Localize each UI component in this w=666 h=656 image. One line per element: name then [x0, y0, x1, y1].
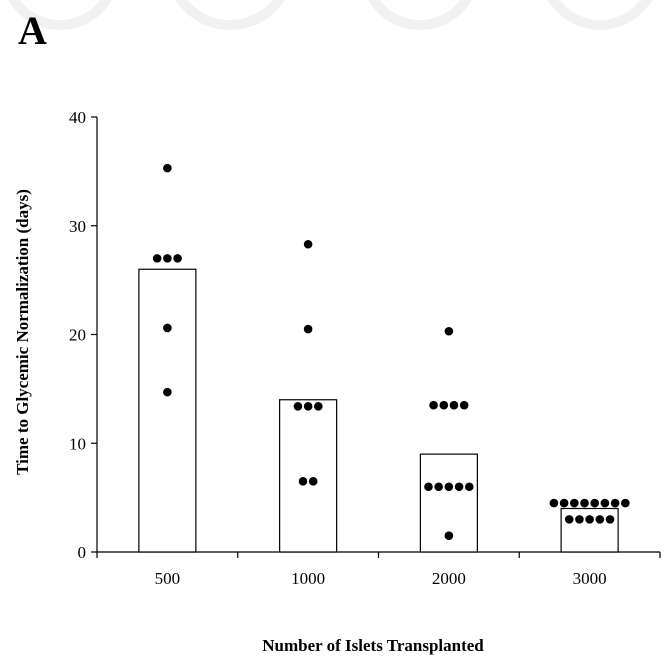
data-point	[303, 239, 313, 249]
data-point	[585, 515, 594, 524]
data-point	[580, 498, 589, 508]
data-point	[424, 482, 433, 492]
x-tick-label: 2000	[432, 569, 466, 588]
data-point	[459, 400, 469, 410]
data-point	[610, 498, 620, 508]
panel-label: A	[18, 8, 47, 53]
y-tick-label: 40	[69, 108, 86, 127]
data-point	[564, 515, 574, 524]
data-point	[549, 498, 559, 508]
data-points	[152, 163, 630, 540]
data-point	[575, 515, 584, 524]
data-point	[152, 254, 162, 263]
data-point	[163, 163, 172, 173]
data-point	[605, 515, 615, 524]
bar	[560, 507, 619, 553]
data-point	[163, 254, 172, 263]
x-tick-label: 1000	[291, 569, 325, 588]
data-point	[314, 401, 323, 411]
data-point	[303, 324, 313, 334]
bar	[419, 453, 478, 553]
data-point	[464, 482, 474, 492]
data-point	[570, 498, 579, 508]
data-point	[173, 254, 182, 263]
data-point	[293, 401, 303, 411]
data-point	[308, 477, 318, 486]
data-point	[439, 400, 449, 410]
data-point	[595, 515, 605, 524]
data-point	[621, 498, 630, 508]
y-tick-label: 20	[69, 326, 86, 345]
bars	[138, 268, 619, 553]
data-point	[444, 482, 454, 492]
data-point	[303, 401, 313, 411]
x-axis-title: Number of Islets Transplanted	[262, 636, 484, 655]
y-tick-label: 10	[69, 434, 86, 453]
data-point	[559, 498, 569, 508]
data-point	[298, 477, 308, 486]
watermark-decoration	[8, 0, 652, 30]
data-point	[434, 482, 443, 492]
y-axis-title: Time to Glycemic Normalization (days)	[13, 189, 32, 475]
x-tick-label: 3000	[573, 569, 607, 588]
bar	[279, 399, 338, 553]
y-tick-label: 0	[78, 543, 87, 562]
data-point	[429, 400, 438, 410]
data-point	[444, 531, 454, 540]
data-point	[449, 400, 459, 410]
data-point	[163, 387, 172, 397]
y-tick-label: 30	[69, 217, 86, 236]
data-point	[590, 498, 600, 508]
data-point	[163, 323, 172, 333]
data-point	[444, 326, 454, 336]
x-tick-label: 500	[155, 569, 181, 588]
tick-labels: 0 10 20 30 40 500 1000 2000 3000	[69, 108, 607, 588]
data-point	[600, 498, 610, 508]
data-point	[454, 482, 464, 492]
bar	[138, 268, 197, 553]
